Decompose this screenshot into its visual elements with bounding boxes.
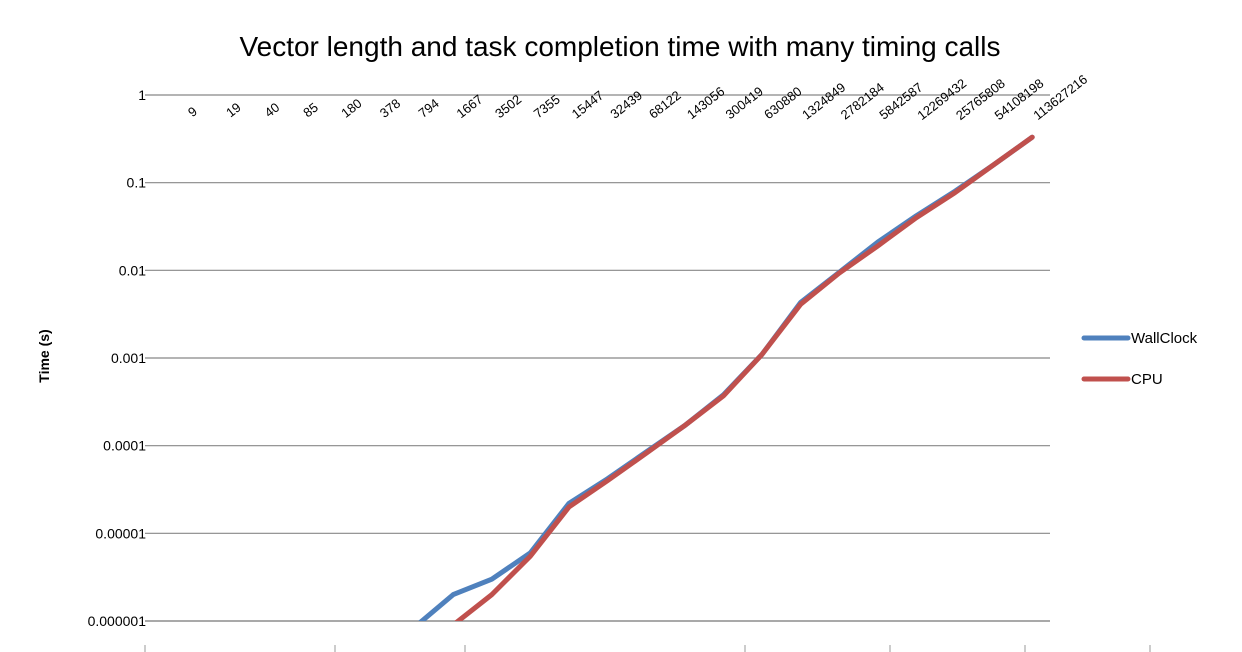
y-tick-label-3: 0.001 (111, 350, 146, 366)
y-tick-label-0: 0.000001 (88, 613, 147, 629)
chart-title: Vector length and task completion time w… (239, 31, 1000, 62)
legend-label-wallclock: WallClock (1131, 330, 1198, 347)
y-tick-label-2: 0.0001 (103, 438, 146, 454)
y-tick-label-6: 1 (138, 87, 146, 103)
y-tick-label-5: 0.1 (127, 175, 147, 191)
legend-label-cpu: CPU (1131, 371, 1163, 388)
y-tick-label-1: 0.00001 (95, 525, 146, 541)
y-axis-title: Time (s) (36, 329, 52, 382)
y-tick-label-4: 0.01 (119, 262, 146, 278)
